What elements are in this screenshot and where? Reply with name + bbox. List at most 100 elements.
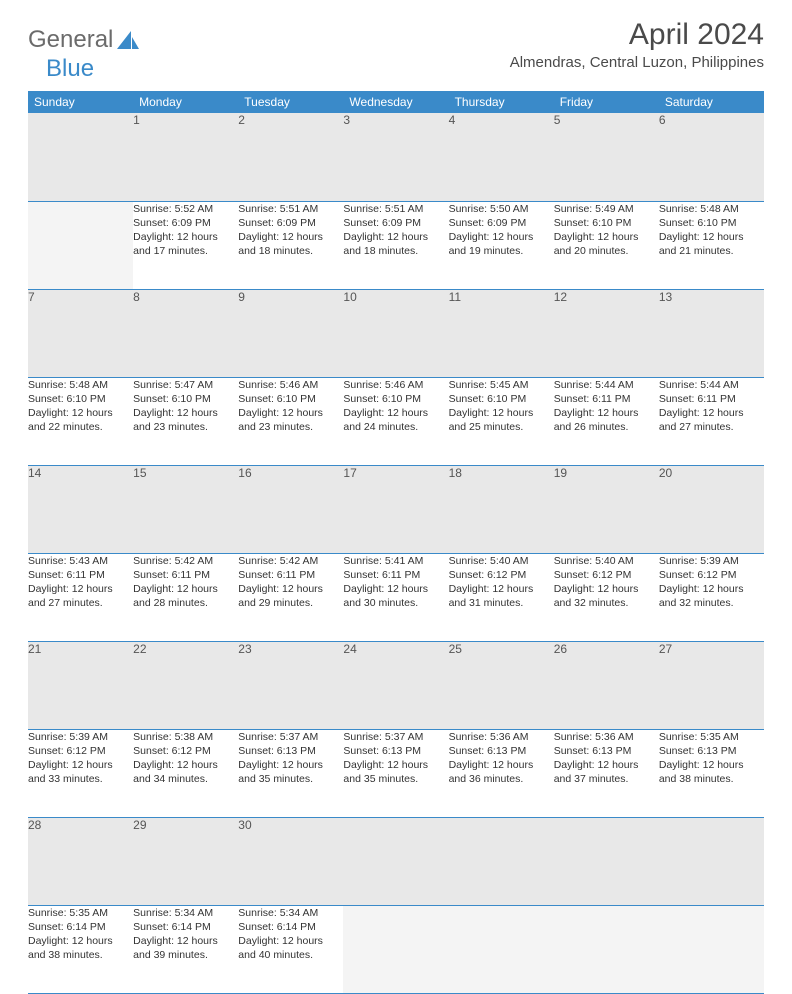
day-number: 11 [449, 290, 461, 304]
sunset-line: Sunset: 6:10 PM [449, 392, 554, 406]
day-number: 4 [449, 113, 456, 127]
day-content-cell [449, 905, 554, 993]
daynum-row: 123456 [28, 113, 764, 201]
daylight-line: and 35 minutes. [343, 772, 448, 786]
day-content-cell: Sunrise: 5:37 AMSunset: 6:13 PMDaylight:… [343, 729, 448, 817]
sunset-line: Sunset: 6:13 PM [554, 744, 659, 758]
day-number: 9 [238, 290, 245, 304]
sunset-line: Sunset: 6:11 PM [554, 392, 659, 406]
day-number: 8 [133, 290, 140, 304]
day-number-cell [554, 817, 659, 905]
day-number-cell [28, 113, 133, 201]
sunrise-line: Sunrise: 5:36 AM [449, 730, 554, 744]
day-number-cell: 11 [449, 289, 554, 377]
weekday-header: Sunday [28, 91, 133, 113]
daylight-line: and 20 minutes. [554, 244, 659, 258]
sunrise-line: Sunrise: 5:35 AM [659, 730, 764, 744]
daylight-line: Daylight: 12 hours [449, 230, 554, 244]
day-number-cell [659, 817, 764, 905]
sunrise-line: Sunrise: 5:40 AM [449, 554, 554, 568]
daylight-line: Daylight: 12 hours [449, 406, 554, 420]
daynum-row: 282930 [28, 817, 764, 905]
daynum-row: 14151617181920 [28, 465, 764, 553]
sunrise-line: Sunrise: 5:36 AM [554, 730, 659, 744]
sunrise-line: Sunrise: 5:44 AM [659, 378, 764, 392]
daylight-line: Daylight: 12 hours [238, 582, 343, 596]
day-content-cell: Sunrise: 5:37 AMSunset: 6:13 PMDaylight:… [238, 729, 343, 817]
day-number: 1 [133, 113, 140, 127]
sunrise-line: Sunrise: 5:42 AM [238, 554, 343, 568]
daylight-line: Daylight: 12 hours [554, 582, 659, 596]
sunrise-line: Sunrise: 5:44 AM [554, 378, 659, 392]
day-number: 7 [28, 290, 35, 304]
weekday-header: Thursday [449, 91, 554, 113]
day-number-cell: 6 [659, 113, 764, 201]
day-number-cell: 27 [659, 641, 764, 729]
daylight-line: Daylight: 12 hours [28, 406, 133, 420]
daylight-line: and 24 minutes. [343, 420, 448, 434]
sunrise-line: Sunrise: 5:50 AM [449, 202, 554, 216]
daylight-line: and 27 minutes. [659, 420, 764, 434]
day-number-cell: 28 [28, 817, 133, 905]
content-row: Sunrise: 5:43 AMSunset: 6:11 PMDaylight:… [28, 553, 764, 641]
sunset-line: Sunset: 6:14 PM [238, 920, 343, 934]
day-content-cell: Sunrise: 5:45 AMSunset: 6:10 PMDaylight:… [449, 377, 554, 465]
sunrise-line: Sunrise: 5:39 AM [659, 554, 764, 568]
day-number-cell: 14 [28, 465, 133, 553]
day-number-cell: 22 [133, 641, 238, 729]
day-number: 6 [659, 113, 666, 127]
day-number-cell: 21 [28, 641, 133, 729]
sunset-line: Sunset: 6:12 PM [449, 568, 554, 582]
day-number: 14 [28, 466, 41, 480]
daylight-line: and 40 minutes. [238, 948, 343, 962]
daylight-line: Daylight: 12 hours [133, 230, 238, 244]
daylight-line: Daylight: 12 hours [659, 582, 764, 596]
day-number: 19 [554, 466, 567, 480]
day-number-cell: 26 [554, 641, 659, 729]
sunset-line: Sunset: 6:12 PM [659, 568, 764, 582]
sunset-line: Sunset: 6:10 PM [659, 216, 764, 230]
daynum-row: 21222324252627 [28, 641, 764, 729]
weekday-header: Monday [133, 91, 238, 113]
day-number: 3 [343, 113, 350, 127]
logo-word2: Blue [46, 55, 94, 83]
day-content-cell: Sunrise: 5:35 AMSunset: 6:14 PMDaylight:… [28, 905, 133, 993]
day-number-cell: 24 [343, 641, 448, 729]
weekday-header: Friday [554, 91, 659, 113]
sunrise-line: Sunrise: 5:34 AM [238, 906, 343, 920]
sunrise-line: Sunrise: 5:42 AM [133, 554, 238, 568]
daylight-line: and 26 minutes. [554, 420, 659, 434]
sunset-line: Sunset: 6:11 PM [28, 568, 133, 582]
daylight-line: and 27 minutes. [28, 596, 133, 610]
sunrise-line: Sunrise: 5:52 AM [133, 202, 238, 216]
daylight-line: Daylight: 12 hours [343, 582, 448, 596]
day-number: 30 [238, 818, 251, 832]
sunset-line: Sunset: 6:14 PM [28, 920, 133, 934]
day-content-cell: Sunrise: 5:34 AMSunset: 6:14 PMDaylight:… [133, 905, 238, 993]
sunset-line: Sunset: 6:11 PM [343, 568, 448, 582]
daylight-line: and 28 minutes. [133, 596, 238, 610]
daylight-line: and 25 minutes. [449, 420, 554, 434]
sunset-line: Sunset: 6:09 PM [343, 216, 448, 230]
daylight-line: and 18 minutes. [238, 244, 343, 258]
daylight-line: and 21 minutes. [659, 244, 764, 258]
day-number: 22 [133, 642, 146, 656]
day-number-cell: 16 [238, 465, 343, 553]
sunrise-line: Sunrise: 5:51 AM [238, 202, 343, 216]
daylight-line: and 30 minutes. [343, 596, 448, 610]
daylight-line: Daylight: 12 hours [449, 582, 554, 596]
day-number-cell: 12 [554, 289, 659, 377]
day-number-cell: 19 [554, 465, 659, 553]
day-content-cell: Sunrise: 5:46 AMSunset: 6:10 PMDaylight:… [343, 377, 448, 465]
day-content-cell: Sunrise: 5:36 AMSunset: 6:13 PMDaylight:… [554, 729, 659, 817]
day-number-cell: 30 [238, 817, 343, 905]
daylight-line: Daylight: 12 hours [133, 758, 238, 772]
sunset-line: Sunset: 6:11 PM [133, 568, 238, 582]
daylight-line: Daylight: 12 hours [28, 934, 133, 948]
day-content-cell: Sunrise: 5:42 AMSunset: 6:11 PMDaylight:… [133, 553, 238, 641]
sunset-line: Sunset: 6:10 PM [343, 392, 448, 406]
daylight-line: Daylight: 12 hours [133, 582, 238, 596]
day-number-cell: 15 [133, 465, 238, 553]
sunset-line: Sunset: 6:10 PM [28, 392, 133, 406]
day-number: 15 [133, 466, 146, 480]
